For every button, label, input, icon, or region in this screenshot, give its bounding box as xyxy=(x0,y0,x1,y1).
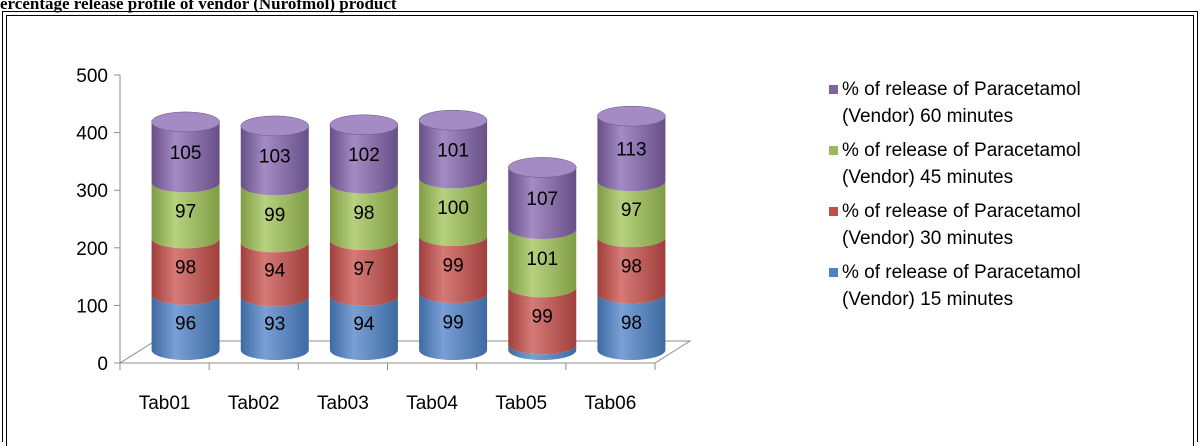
legend-label: (Vendor) 15 minutes xyxy=(842,289,1013,310)
legend-swatch xyxy=(829,207,838,216)
data-label: 99 xyxy=(443,255,464,276)
figure-caption: ercentage release profile of vendor (Nur… xyxy=(0,0,397,13)
data-label: 97 xyxy=(175,201,196,222)
bar-top-cap xyxy=(508,157,577,178)
data-label: 105 xyxy=(170,143,202,164)
y-tick-label: 100 xyxy=(76,296,108,317)
legend-label: % of release of Paracetamol xyxy=(842,140,1081,161)
data-label: 98 xyxy=(175,257,196,278)
bar-segment xyxy=(329,183,398,250)
y-tick-label: 500 xyxy=(76,66,108,87)
bar-segment xyxy=(151,121,220,193)
x-tick-label: Tab03 xyxy=(317,393,369,414)
data-label: 99 xyxy=(264,205,285,226)
data-label: 98 xyxy=(353,203,374,224)
data-label: 94 xyxy=(353,314,375,335)
bar-segment xyxy=(240,125,309,196)
data-label: 94 xyxy=(264,260,286,281)
legend-swatch xyxy=(829,85,838,94)
data-label: 100 xyxy=(437,198,469,219)
legend-label: (Vendor) 60 minutes xyxy=(842,106,1013,127)
data-label: 98 xyxy=(621,256,642,277)
legend-label: % of release of Paracetamol xyxy=(842,262,1081,283)
legend-swatch xyxy=(829,146,838,155)
x-tick-label: Tab06 xyxy=(585,393,637,414)
data-label: 98 xyxy=(621,313,642,334)
bar-segment xyxy=(240,296,309,360)
data-label: 99 xyxy=(443,312,464,333)
bar-top-cap xyxy=(418,109,488,131)
bar-segment xyxy=(419,120,488,189)
data-label: 97 xyxy=(621,200,642,221)
bar-segment xyxy=(329,124,398,194)
y-tick-label: 300 xyxy=(76,181,108,202)
bar-segment xyxy=(597,116,666,192)
bar-segment xyxy=(329,295,398,360)
data-label: 101 xyxy=(437,140,469,161)
bar-segment xyxy=(151,182,220,249)
bar-segment xyxy=(597,293,666,360)
data-label: 101 xyxy=(526,249,558,270)
data-label: 103 xyxy=(259,147,291,168)
bar-segment xyxy=(240,242,309,307)
data-label: 107 xyxy=(526,189,558,210)
legend-label: (Vendor) 45 minutes xyxy=(842,167,1013,188)
bar-segment xyxy=(597,237,666,304)
bar-top-cap xyxy=(151,111,220,133)
bar-segment xyxy=(419,235,488,303)
bar-segment xyxy=(329,239,398,306)
x-tick-label: Tab05 xyxy=(495,393,547,414)
bar-segment xyxy=(508,287,577,355)
y-tick-label: 200 xyxy=(76,239,108,260)
data-label: 113 xyxy=(616,140,646,161)
bar-top-cap xyxy=(240,115,309,137)
bar-top-cap xyxy=(329,114,399,136)
bar-segment xyxy=(508,344,577,360)
x-tick-label: Tab01 xyxy=(139,393,191,414)
data-label: 99 xyxy=(532,307,553,328)
bar-segment xyxy=(508,229,577,298)
x-tick-label: Tab04 xyxy=(406,393,458,414)
bar-segment xyxy=(151,238,220,305)
bar-segment xyxy=(240,185,309,253)
bar-segment xyxy=(151,294,220,360)
legend-label: (Vendor) 30 minutes xyxy=(842,228,1013,249)
x-tick-label: Tab02 xyxy=(228,393,280,414)
bar-top-cap xyxy=(597,105,666,127)
data-label: 93 xyxy=(264,314,285,335)
stacked-bar-chart: 0 100 200 300 400 500 Tab01 Tab02 Tab03 Tab04 Tab0… xyxy=(76,66,1081,414)
data-label: 102 xyxy=(348,145,380,166)
y-tick-label: 400 xyxy=(76,124,108,145)
figure-frame-inner xyxy=(6,15,1194,446)
bar-segment xyxy=(419,178,488,246)
legend-swatch xyxy=(829,268,838,277)
bar-segment xyxy=(419,292,488,360)
figure-frame-outer xyxy=(2,11,1198,442)
y-tick-label: 0 xyxy=(97,354,108,375)
data-label: 97 xyxy=(353,259,374,280)
data-label: 96 xyxy=(175,313,196,334)
bar-segment xyxy=(508,167,577,240)
legend-label: % of release of Paracetamol xyxy=(842,79,1081,100)
bar-segment xyxy=(597,181,666,248)
legend-label: % of release of Paracetamol xyxy=(842,201,1081,222)
